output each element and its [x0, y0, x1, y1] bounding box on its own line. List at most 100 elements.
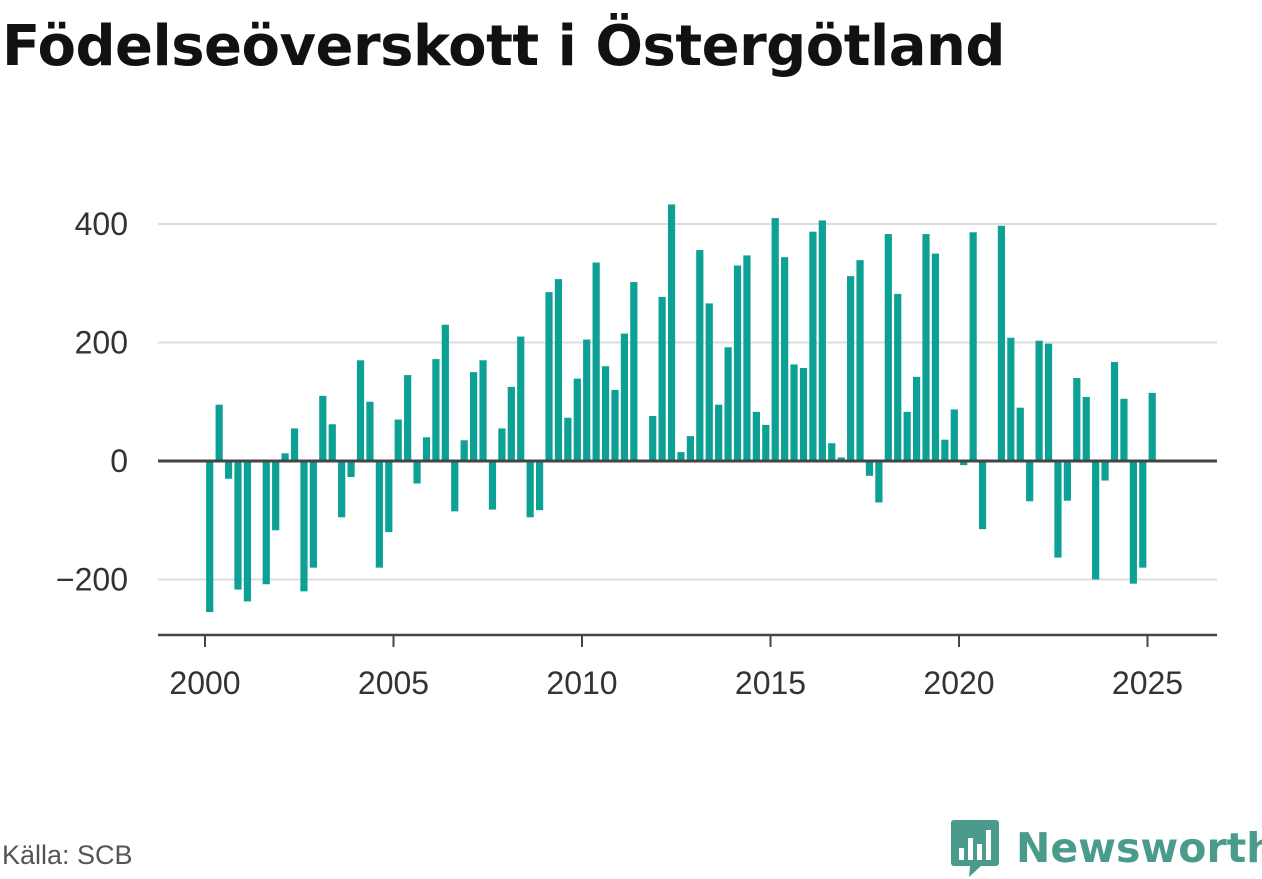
bar [224, 461, 233, 479]
bar [573, 378, 581, 461]
bar [375, 461, 383, 568]
bar [356, 360, 365, 461]
bar [517, 336, 525, 461]
bar [394, 419, 402, 461]
bar [300, 461, 308, 592]
bar [809, 231, 817, 461]
bar [564, 417, 572, 461]
bar [1129, 461, 1137, 584]
bar [799, 367, 808, 461]
bar [460, 440, 468, 461]
bar [488, 461, 497, 510]
bar [828, 443, 836, 461]
bar [583, 339, 591, 461]
bar [978, 461, 987, 530]
bar [385, 461, 393, 533]
bar [884, 234, 892, 461]
bar [366, 401, 374, 461]
bar [535, 461, 544, 511]
bar [941, 439, 949, 461]
bar [272, 461, 280, 531]
bar [234, 461, 242, 590]
bar [677, 452, 685, 461]
bar [215, 404, 223, 461]
x-tick-label: 2025 [1112, 665, 1183, 701]
bar [592, 262, 600, 461]
bar [206, 461, 214, 613]
bar [1101, 461, 1109, 481]
bar [526, 461, 534, 518]
bar [262, 461, 270, 585]
bar [611, 389, 619, 461]
bar [470, 372, 478, 462]
bar [705, 303, 713, 461]
bar [762, 424, 770, 461]
bar [1120, 398, 1128, 461]
bar [1035, 340, 1043, 461]
bar [422, 437, 431, 461]
bar [733, 265, 742, 461]
bar [771, 218, 779, 461]
bar [912, 376, 921, 461]
bar [922, 234, 930, 461]
brand-name: Newsworthy [1016, 824, 1262, 872]
x-tick-label: 2005 [358, 665, 429, 701]
bar [290, 428, 299, 461]
bar [667, 204, 676, 461]
bar [554, 279, 563, 461]
bar [498, 428, 506, 461]
bar [545, 292, 553, 461]
bar [781, 257, 789, 461]
bar [715, 404, 723, 461]
bar [319, 395, 327, 461]
bar [441, 324, 449, 461]
bar [1139, 461, 1147, 568]
bar [790, 364, 798, 461]
bar [649, 415, 657, 461]
bar [837, 457, 845, 461]
chart-title: Födelseöverskott i Östergötland [2, 14, 1005, 79]
bar-chart: −200 0 200 400 2000 2005 2010 2015 2020 2025 [56, 204, 1217, 701]
bar [451, 461, 459, 512]
bar [309, 461, 317, 568]
bar [1082, 397, 1090, 461]
bar [743, 255, 751, 461]
bar [281, 453, 289, 461]
bar [601, 366, 610, 461]
bar [1016, 407, 1024, 461]
bar [847, 276, 855, 461]
bar [507, 386, 515, 461]
bar [338, 461, 346, 518]
bar [875, 461, 883, 503]
bar [960, 461, 968, 466]
y-tick-label: −200 [56, 562, 128, 598]
axes: −200 0 200 400 2000 2005 2010 2015 2020 2025 [56, 206, 1217, 701]
bar [950, 409, 958, 461]
bar [1148, 392, 1156, 461]
y-tick-label: 400 [75, 206, 128, 242]
x-tick-label: 2000 [169, 665, 240, 701]
bar [630, 282, 638, 461]
source-note: Källa: SCB [2, 840, 133, 870]
bar [413, 461, 421, 484]
bar [903, 411, 911, 461]
bar [865, 461, 874, 476]
bar [686, 436, 694, 461]
bar [997, 225, 1006, 461]
bar [931, 253, 940, 462]
bar [1044, 343, 1053, 461]
bar-series [206, 204, 1156, 613]
bar [1026, 461, 1034, 502]
brand-logo: Newsworthy [950, 818, 1262, 878]
bar [658, 296, 666, 461]
y-tick-label: 0 [110, 443, 128, 479]
bar [479, 360, 487, 461]
bar [243, 461, 252, 602]
bar [1054, 461, 1062, 558]
bar [752, 411, 760, 461]
bar [969, 232, 977, 461]
bar [818, 220, 826, 461]
bar [1007, 337, 1015, 461]
y-tick-label: 200 [75, 325, 128, 361]
bar [696, 250, 704, 461]
